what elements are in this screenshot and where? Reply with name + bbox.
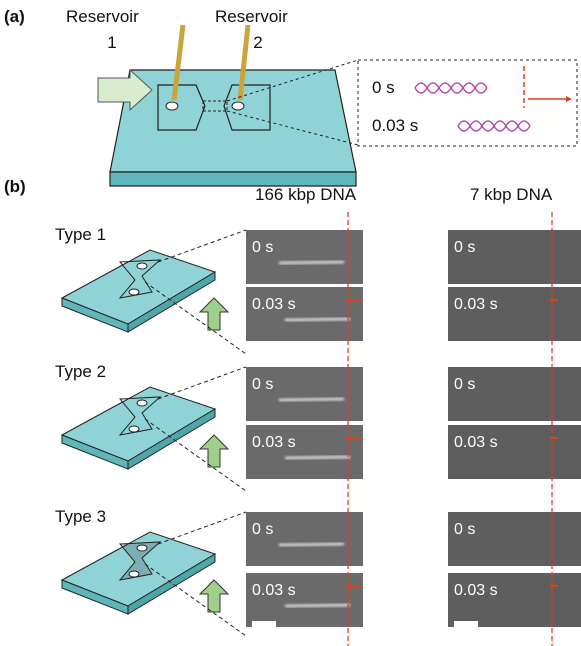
- dna-streak: [279, 544, 344, 545]
- chip-a: [98, 25, 358, 186]
- chip-sketch: [62, 367, 246, 491]
- reservoir-title: Reservoir: [215, 7, 288, 26]
- type-label: Type 1: [55, 225, 106, 244]
- chip-sketch: [62, 230, 246, 354]
- column-header: 166 kbp DNA: [255, 185, 357, 204]
- port: [137, 400, 147, 406]
- flow-arrow: [200, 435, 228, 467]
- panel-label: (a): [4, 7, 25, 26]
- type-label: Type 2: [55, 362, 106, 381]
- type-label: Type 3: [55, 507, 106, 526]
- inset-time: 0 s: [372, 78, 395, 97]
- port: [137, 263, 147, 269]
- dna-streak: [279, 262, 344, 263]
- reservoir-number: 2: [253, 33, 262, 52]
- reservoir-title: Reservoir: [66, 7, 139, 26]
- time-label: 0 s: [252, 521, 273, 538]
- time-label: 0.03 s: [252, 582, 296, 599]
- scale-bar: [252, 621, 276, 627]
- zoom-line: [158, 230, 246, 262]
- time-label: 0.03 s: [454, 582, 498, 599]
- port: [129, 289, 139, 295]
- port: [129, 571, 139, 577]
- time-label: 0 s: [454, 239, 475, 256]
- time-label: 0 s: [454, 521, 475, 538]
- dna-streak: [285, 457, 350, 458]
- port: [129, 426, 139, 432]
- time-label: 0.03 s: [252, 434, 296, 451]
- time-label: 0 s: [252, 239, 273, 256]
- time-label: 0.03 s: [454, 296, 498, 313]
- time-label: 0.03 s: [252, 296, 296, 313]
- time-label: 0 s: [454, 376, 475, 393]
- flow-arrow: [200, 298, 228, 330]
- time-label: 0 s: [252, 376, 273, 393]
- column-header: 7 kbp DNA: [470, 185, 553, 204]
- zoom-line: [158, 512, 246, 544]
- dna-streak: [285, 605, 350, 606]
- flow-arrow: [200, 580, 228, 612]
- figure: (a) Reservoir 1 Reservoir 2 0 s 0.03 s (…: [0, 0, 581, 646]
- scale-bar: [454, 621, 478, 627]
- port: [137, 545, 147, 551]
- time-label: 0.03 s: [454, 434, 498, 451]
- reservoir-number: 1: [107, 33, 116, 52]
- chip-sketch: [62, 512, 246, 636]
- zoom-line: [158, 367, 246, 399]
- dna-streak: [285, 319, 350, 320]
- inset-time: 0.03 s: [372, 116, 418, 135]
- panel-label: (b): [4, 177, 26, 196]
- dna-streak: [279, 399, 344, 400]
